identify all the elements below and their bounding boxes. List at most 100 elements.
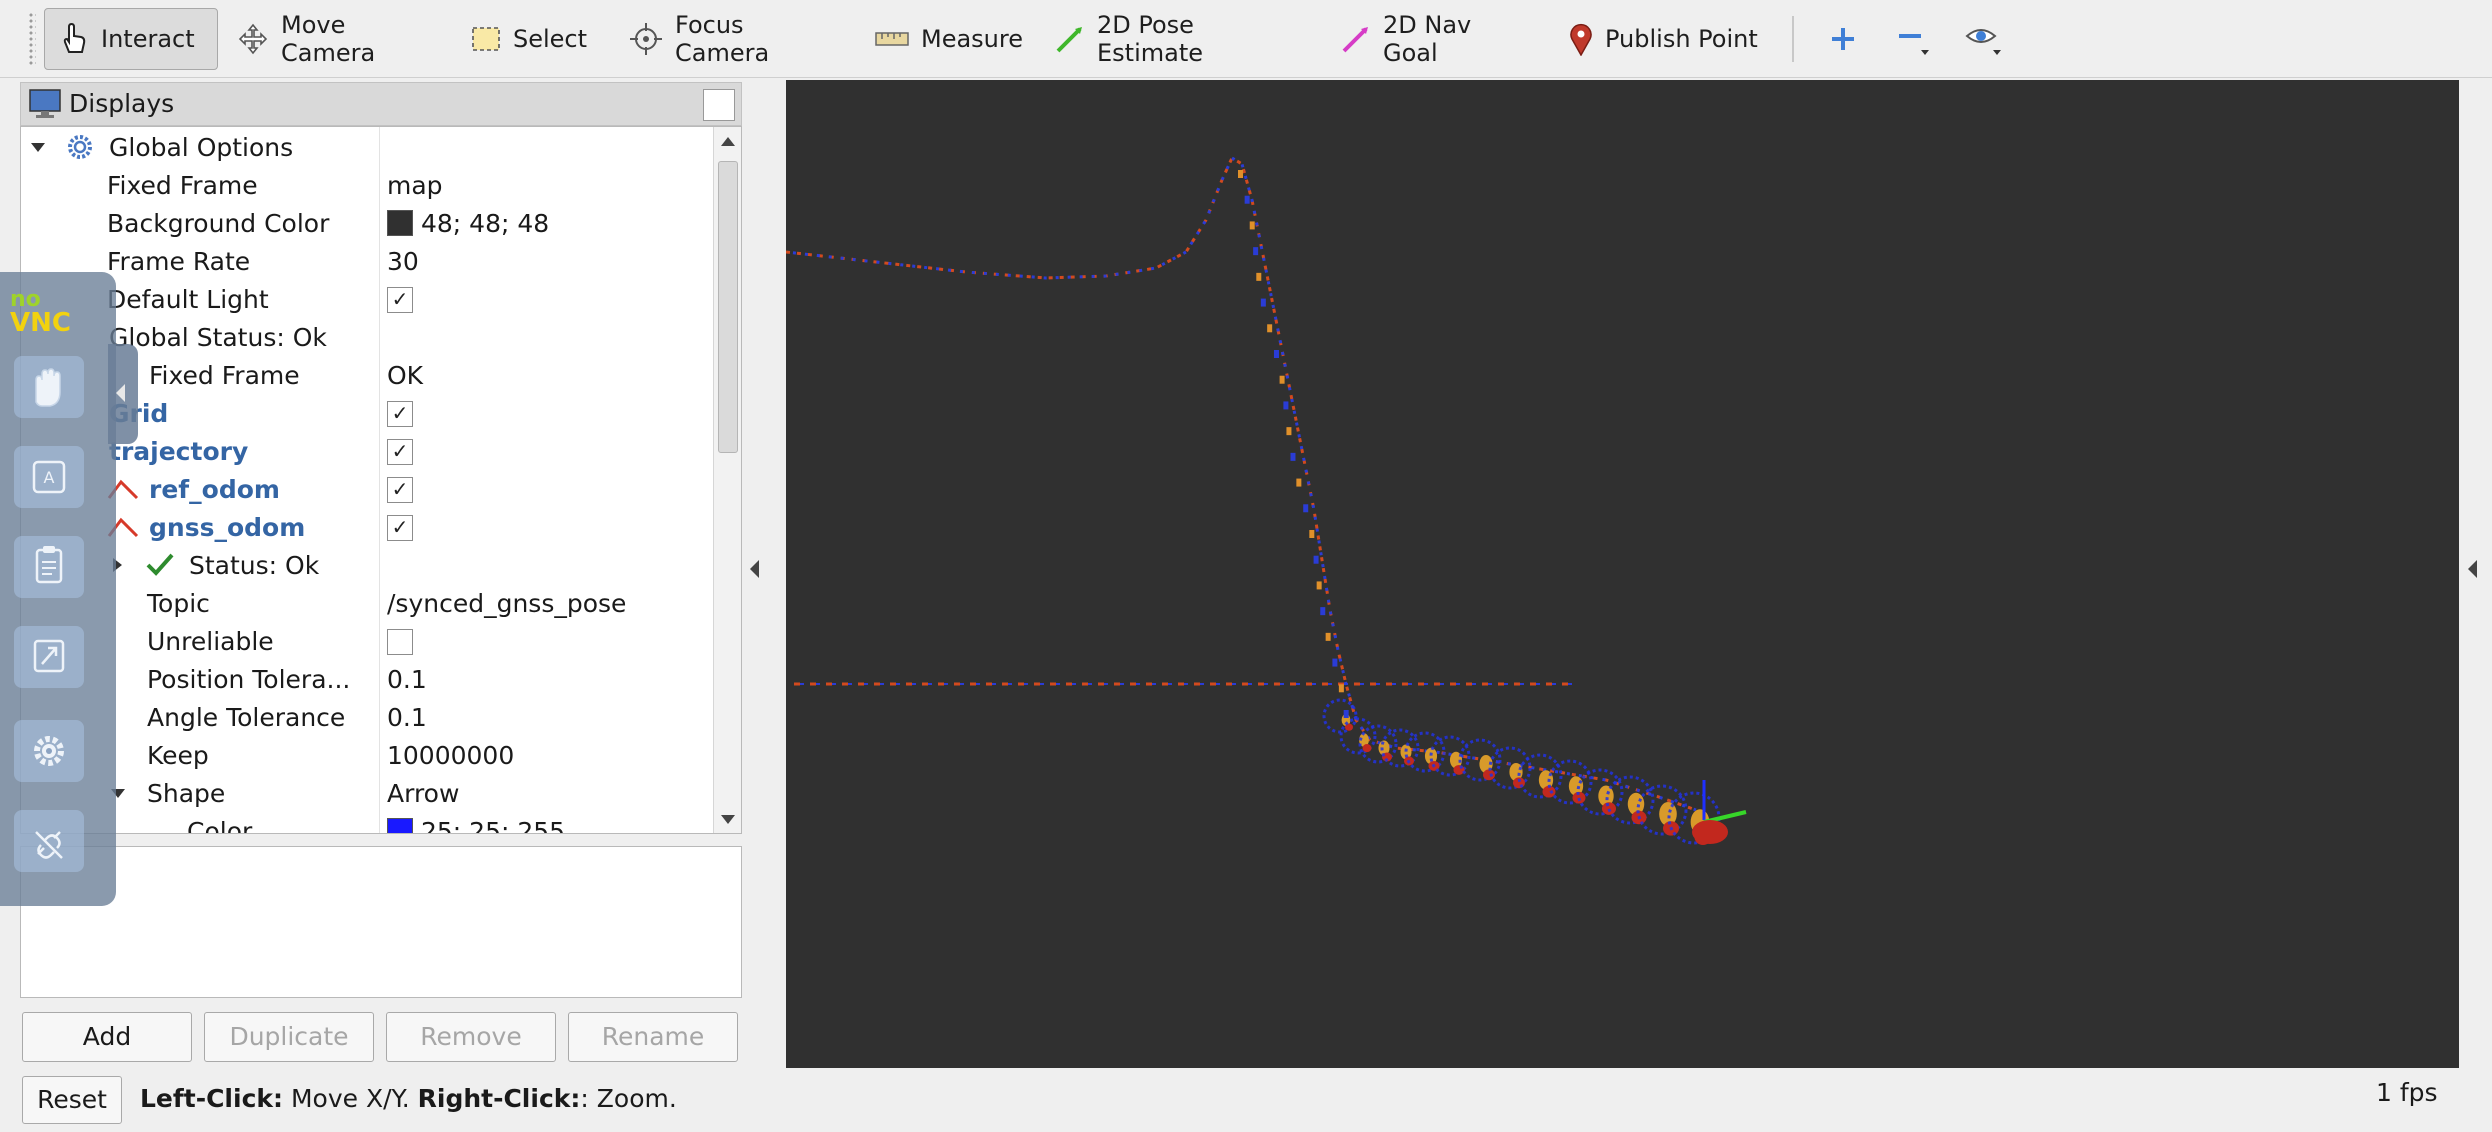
tree-scrollbar[interactable] [713,127,741,833]
tree-value[interactable]: 10000000 [387,741,515,770]
2d-pose-estimate-tool-button[interactable]: 2D Pose Estimate [1040,8,1310,70]
add-button[interactable]: Add [22,1012,192,1062]
scroll-up-icon[interactable] [721,137,735,146]
tree-row-keep[interactable]: Keep 10000000 [21,736,713,774]
undock-button[interactable] [703,89,735,121]
tree-row-fixed-frame[interactable]: Fixed Frame map [21,166,713,204]
ref-odom-checkbox[interactable]: ✓ [387,477,413,503]
gnss-odom-checkbox[interactable]: ✓ [387,515,413,541]
novnc-keyboard-button[interactable]: A [14,446,84,508]
tree-row-background-color[interactable]: Background Color 48; 48; 48 [21,204,713,242]
right-splitter-handle[interactable] [2466,560,2480,590]
tree-row-frame-rate[interactable]: Frame Rate 30 [21,242,713,280]
measure-tool-button[interactable]: Measure [860,8,1023,70]
interact-tool-button[interactable]: Interact [44,8,218,70]
expand-arrow[interactable] [111,789,125,798]
pose-arrow-shaft [1458,738,1502,782]
tree-row-angle-tolerance[interactable]: Angle Tolerance 0.1 [21,698,713,736]
property-description-box [20,846,742,998]
focus-camera-tool-button[interactable]: Focus Camera [614,8,840,70]
reset-button[interactable]: Reset [22,1076,122,1124]
select-tool-button[interactable]: Select [456,8,596,70]
tree-row-position-tolerance[interactable]: Position Tolera... 0.1 [21,660,713,698]
move-camera-icon [238,23,268,55]
collapse-left-icon [750,560,759,578]
pose-arrow-head [1400,744,1412,760]
default-light-checkbox[interactable]: ✓ [387,287,413,313]
expand-arrow[interactable] [113,558,122,572]
tree-value[interactable]: Arrow [387,779,460,808]
remove-button[interactable]: Remove [386,1012,556,1062]
tree-key: gnss_odom [149,513,306,542]
tree-row-trajectory[interactable]: trajectory ✓ [21,432,713,470]
tree-row-status-ok[interactable]: Status: Ok [21,546,713,584]
scrollbar-thumb[interactable] [718,161,738,453]
pose-marker [1273,350,1279,358]
pose-marker [1325,632,1331,641]
fps-counter: 1 fps [2376,1078,2438,1107]
grid-checkbox[interactable]: ✓ [387,401,413,427]
novnc-fullscreen-button[interactable] [14,626,84,688]
remove-tool-button[interactable] [1880,8,1938,70]
move-camera-tool-button[interactable]: Move Camera [222,8,440,70]
pose-arrow-tip [1542,785,1556,798]
novnc-drag-button[interactable] [14,356,84,418]
displays-tree: Global Options Fixed Frame map Backgroun… [20,126,742,834]
pose-arrow-shaft [1404,731,1446,773]
hand-pointer-icon [63,22,86,53]
tree-row-topic[interactable]: Topic /synced_gnss_pose [21,584,713,622]
tree-key: ref_odom [149,475,280,504]
displays-panel-header: Displays [20,82,742,126]
tree-row-fixed-frame-status[interactable]: Fixed Frame OK [21,356,713,394]
svg-text:A: A [44,468,55,487]
pose-marker [1286,427,1292,436]
tree-key: Global Status: Ok [109,323,327,352]
left-splitter-handle[interactable] [748,560,762,590]
tree-value[interactable]: /synced_gnss_pose [387,589,627,618]
pose-arrow-shaft [1488,746,1532,790]
render-viewport[interactable] [785,80,2459,1068]
tree-row-gnss-odom[interactable]: gnss_odom ✓ [21,508,713,546]
tree-value[interactable]: map [387,171,443,200]
scroll-down-icon[interactable] [721,815,735,824]
tree-row-unreliable[interactable]: Unreliable [21,622,713,660]
column-divider [379,127,380,833]
rename-button[interactable]: Rename [568,1012,738,1062]
pose-marker [1332,658,1338,667]
pose-marker [1338,684,1344,693]
pose-arrow-shaft [1358,724,1398,764]
hint-right: : Zoom. [580,1084,677,1113]
tree-row-shape[interactable]: Shape Arrow [21,774,713,812]
tree-key: Fixed Frame [107,171,258,200]
tree-row-global-options[interactable]: Global Options [21,128,713,166]
novnc-disconnect-button[interactable] [14,810,84,872]
select-tool-label: Select [513,25,588,53]
pose-marker [1316,581,1322,590]
duplicate-button[interactable]: Duplicate [204,1012,374,1062]
tree-value[interactable]: 48; 48; 48 [387,209,549,238]
tree-row-color[interactable]: Color 25; 25; 255 [21,812,713,833]
novnc-logo-bottom: VNC [10,308,71,338]
expand-arrow[interactable] [31,143,45,152]
pose-marker [1313,555,1319,564]
panels-visibility-button[interactable] [1950,8,2012,70]
tree-value[interactable]: 30 [387,247,419,276]
focus-camera-icon [630,23,662,55]
add-tool-button[interactable] [1814,8,1872,70]
publish-point-tool-button[interactable]: Publish Point [1554,8,1782,70]
tree-row-ref-odom[interactable]: ref_odom ✓ [21,470,713,508]
unreliable-checkbox[interactable] [387,629,413,655]
tree-row-default-light[interactable]: Default Light ✓ [21,280,713,318]
tree-value[interactable]: 0.1 [387,703,427,732]
novnc-bar-handle[interactable] [108,344,138,444]
toolbar-grip[interactable] [28,12,36,66]
tree-value[interactable]: 25; 25; 255 [387,817,565,833]
trajectory-checkbox[interactable]: ✓ [387,439,413,465]
novnc-settings-button[interactable] [14,720,84,782]
tree-key: Background Color [107,209,330,238]
2d-nav-goal-tool-button[interactable]: 2D Nav Goal [1326,8,1538,70]
tree-value[interactable]: 0.1 [387,665,427,694]
color-swatch [387,818,413,833]
novnc-clipboard-button[interactable] [14,536,84,598]
tree-row-global-status[interactable]: Global Status: Ok [21,318,713,356]
